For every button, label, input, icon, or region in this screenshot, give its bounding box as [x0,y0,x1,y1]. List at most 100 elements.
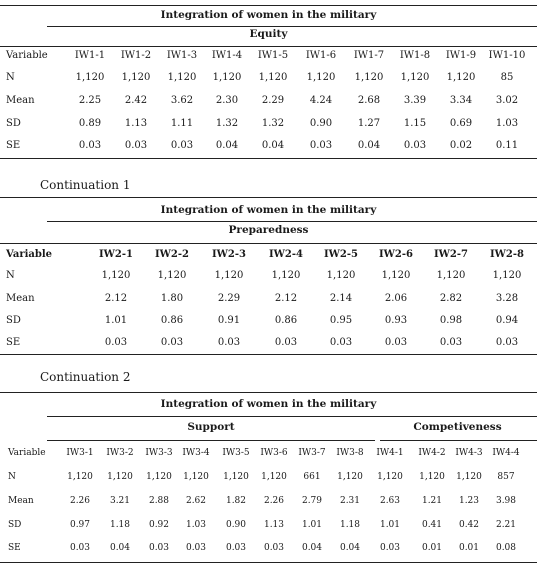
table-cell: 1.11 [170,118,194,129]
table-cell: 1.01 [379,520,401,530]
header-cell: IW1-3 [166,50,198,61]
table-cell: 1,120 [381,270,411,281]
table-cell: 2.42 [124,95,148,106]
header-cell: IW1-6 [305,50,337,61]
table-cell: 0.03 [379,543,401,553]
table-cell: 1.01 [104,315,128,326]
table-cell: 0.03 [69,543,91,553]
group-heading-equity: Equity [249,28,288,40]
table-cell: 1,120 [400,72,430,83]
table-cell: 3.02 [495,95,519,106]
table-row: N 1,120 1,120 1,120 1,120 1,120 1,120 661 1,120 1… [0,472,537,492]
group-rule-support [47,440,375,441]
table-cell: 0.03 [274,337,298,348]
table-cell: 1,120 [107,472,133,482]
table-bottom-rule [0,562,537,563]
table-cell: 3.34 [449,95,473,106]
table-cell: 1,120 [446,72,476,83]
table-cell: 1,120 [337,472,363,482]
table-cell: 2.12 [274,293,298,304]
header-cell: IW4-3 [455,448,483,458]
table-row: SD 1.01 0.86 0.91 0.86 0.95 0.93 0.98 0.94 [0,315,537,335]
table-cell: 0.01 [421,543,443,553]
table-row: N 1,120 1,120 1,120 1,120 1,120 1,120 1,120 1,12… [0,72,537,92]
header-cell-variable: Variable [6,249,53,260]
table-cell: 0.04 [109,543,131,553]
table-cell: 0.69 [449,118,473,129]
table-top-rule [0,5,537,6]
table-row: SE 0.03 0.03 0.03 0.04 0.04 0.03 0.04 0.03 0.02 0.… [0,140,537,160]
header-cell: IW3-3 [145,448,173,458]
header-cell: IW1-4 [211,50,243,61]
table-header-row: Variable IW1-1 IW1-2 IW1-3 IW1-4 IW1-5 IW1-6 IW… [0,50,537,70]
table-cell: 2.26 [263,496,285,506]
table-cell: 1,120 [223,472,249,482]
row-label: Mean [8,496,34,506]
header-cell: IW3-4 [182,448,210,458]
table-cell: 0.03 [309,140,333,151]
header-rule [0,243,537,244]
table-row: SE 0.03 0.03 0.03 0.03 0.03 0.03 0.03 0.03 [0,337,537,357]
table-cell: 0.03 [225,543,247,553]
header-cell: IW3-8 [336,448,364,458]
table-cell: 0.03 [148,543,170,553]
row-label: SE [6,337,21,348]
table-cell: 0.92 [148,520,170,530]
table-cell: 1,120 [271,270,301,281]
table-cell: 1,120 [258,72,288,83]
header-cell: IW2-7 [434,249,468,260]
table-cell: 1.01 [301,520,323,530]
group-rule-competiveness [380,440,537,441]
header-cell: IW1-5 [257,50,289,61]
table-cell: 0.03 [403,140,427,151]
table-cell: 0.03 [329,337,353,348]
group-heading-support: Support [187,421,235,433]
table-cell: 1.23 [458,496,480,506]
row-label: N [8,472,16,482]
table-top-rule [0,392,537,393]
header-cell: IW3-5 [222,448,250,458]
table-cell: 3.39 [403,95,427,106]
table-cell: 0.04 [301,543,323,553]
table-cell: 0.98 [439,315,463,326]
table-row: N 1,120 1,120 1,120 1,120 1,120 1,120 1,120 1,12… [0,270,537,290]
header-cell: IW4-2 [418,448,446,458]
caption-rule [47,416,537,417]
header-cell: IW1-2 [120,50,152,61]
table-cell: 0.95 [329,315,353,326]
table-cell: 1.18 [109,520,131,530]
table-cell: 0.89 [78,118,102,129]
table-cell: 1.15 [403,118,427,129]
table-cell: 1,120 [326,270,356,281]
table-cell: 0.03 [160,337,184,348]
table-cell: 2.79 [301,496,323,506]
table-cell: 1.32 [261,118,285,129]
table-cell: 1.27 [357,118,381,129]
table-cell: 1,120 [377,472,403,482]
table-cell: 2.06 [384,293,408,304]
header-cell: IW3-1 [66,448,94,458]
table-cell: 0.03 [104,337,128,348]
caption-rule [47,26,537,27]
table-cell: 0.11 [495,140,519,151]
table-cell: 1.13 [124,118,148,129]
header-cell: IW1-7 [353,50,385,61]
table-cell: 0.91 [217,315,241,326]
table-cell: 1,120 [306,72,336,83]
header-cell: IW1-10 [488,50,526,61]
table-cell: 1,120 [183,472,209,482]
table-cell: 0.08 [495,543,517,553]
table-cell: 0.03 [170,140,194,151]
table-cell: 0.04 [339,543,361,553]
table-preparedness: Integration of women in the military Pre… [0,197,537,357]
table-cell: 1.13 [263,520,285,530]
table-bottom-rule [0,354,537,355]
header-cell: IW1-9 [445,50,477,61]
table-caption: Integration of women in the military [160,9,377,21]
table-caption: Integration of women in the military [160,204,377,216]
table-caption: Integration of women in the military [160,398,377,410]
header-cell: IW1-1 [74,50,106,61]
table-cell: 1,120 [146,472,172,482]
table-cell: 0.03 [78,140,102,151]
table-cell: 1,120 [121,72,151,83]
